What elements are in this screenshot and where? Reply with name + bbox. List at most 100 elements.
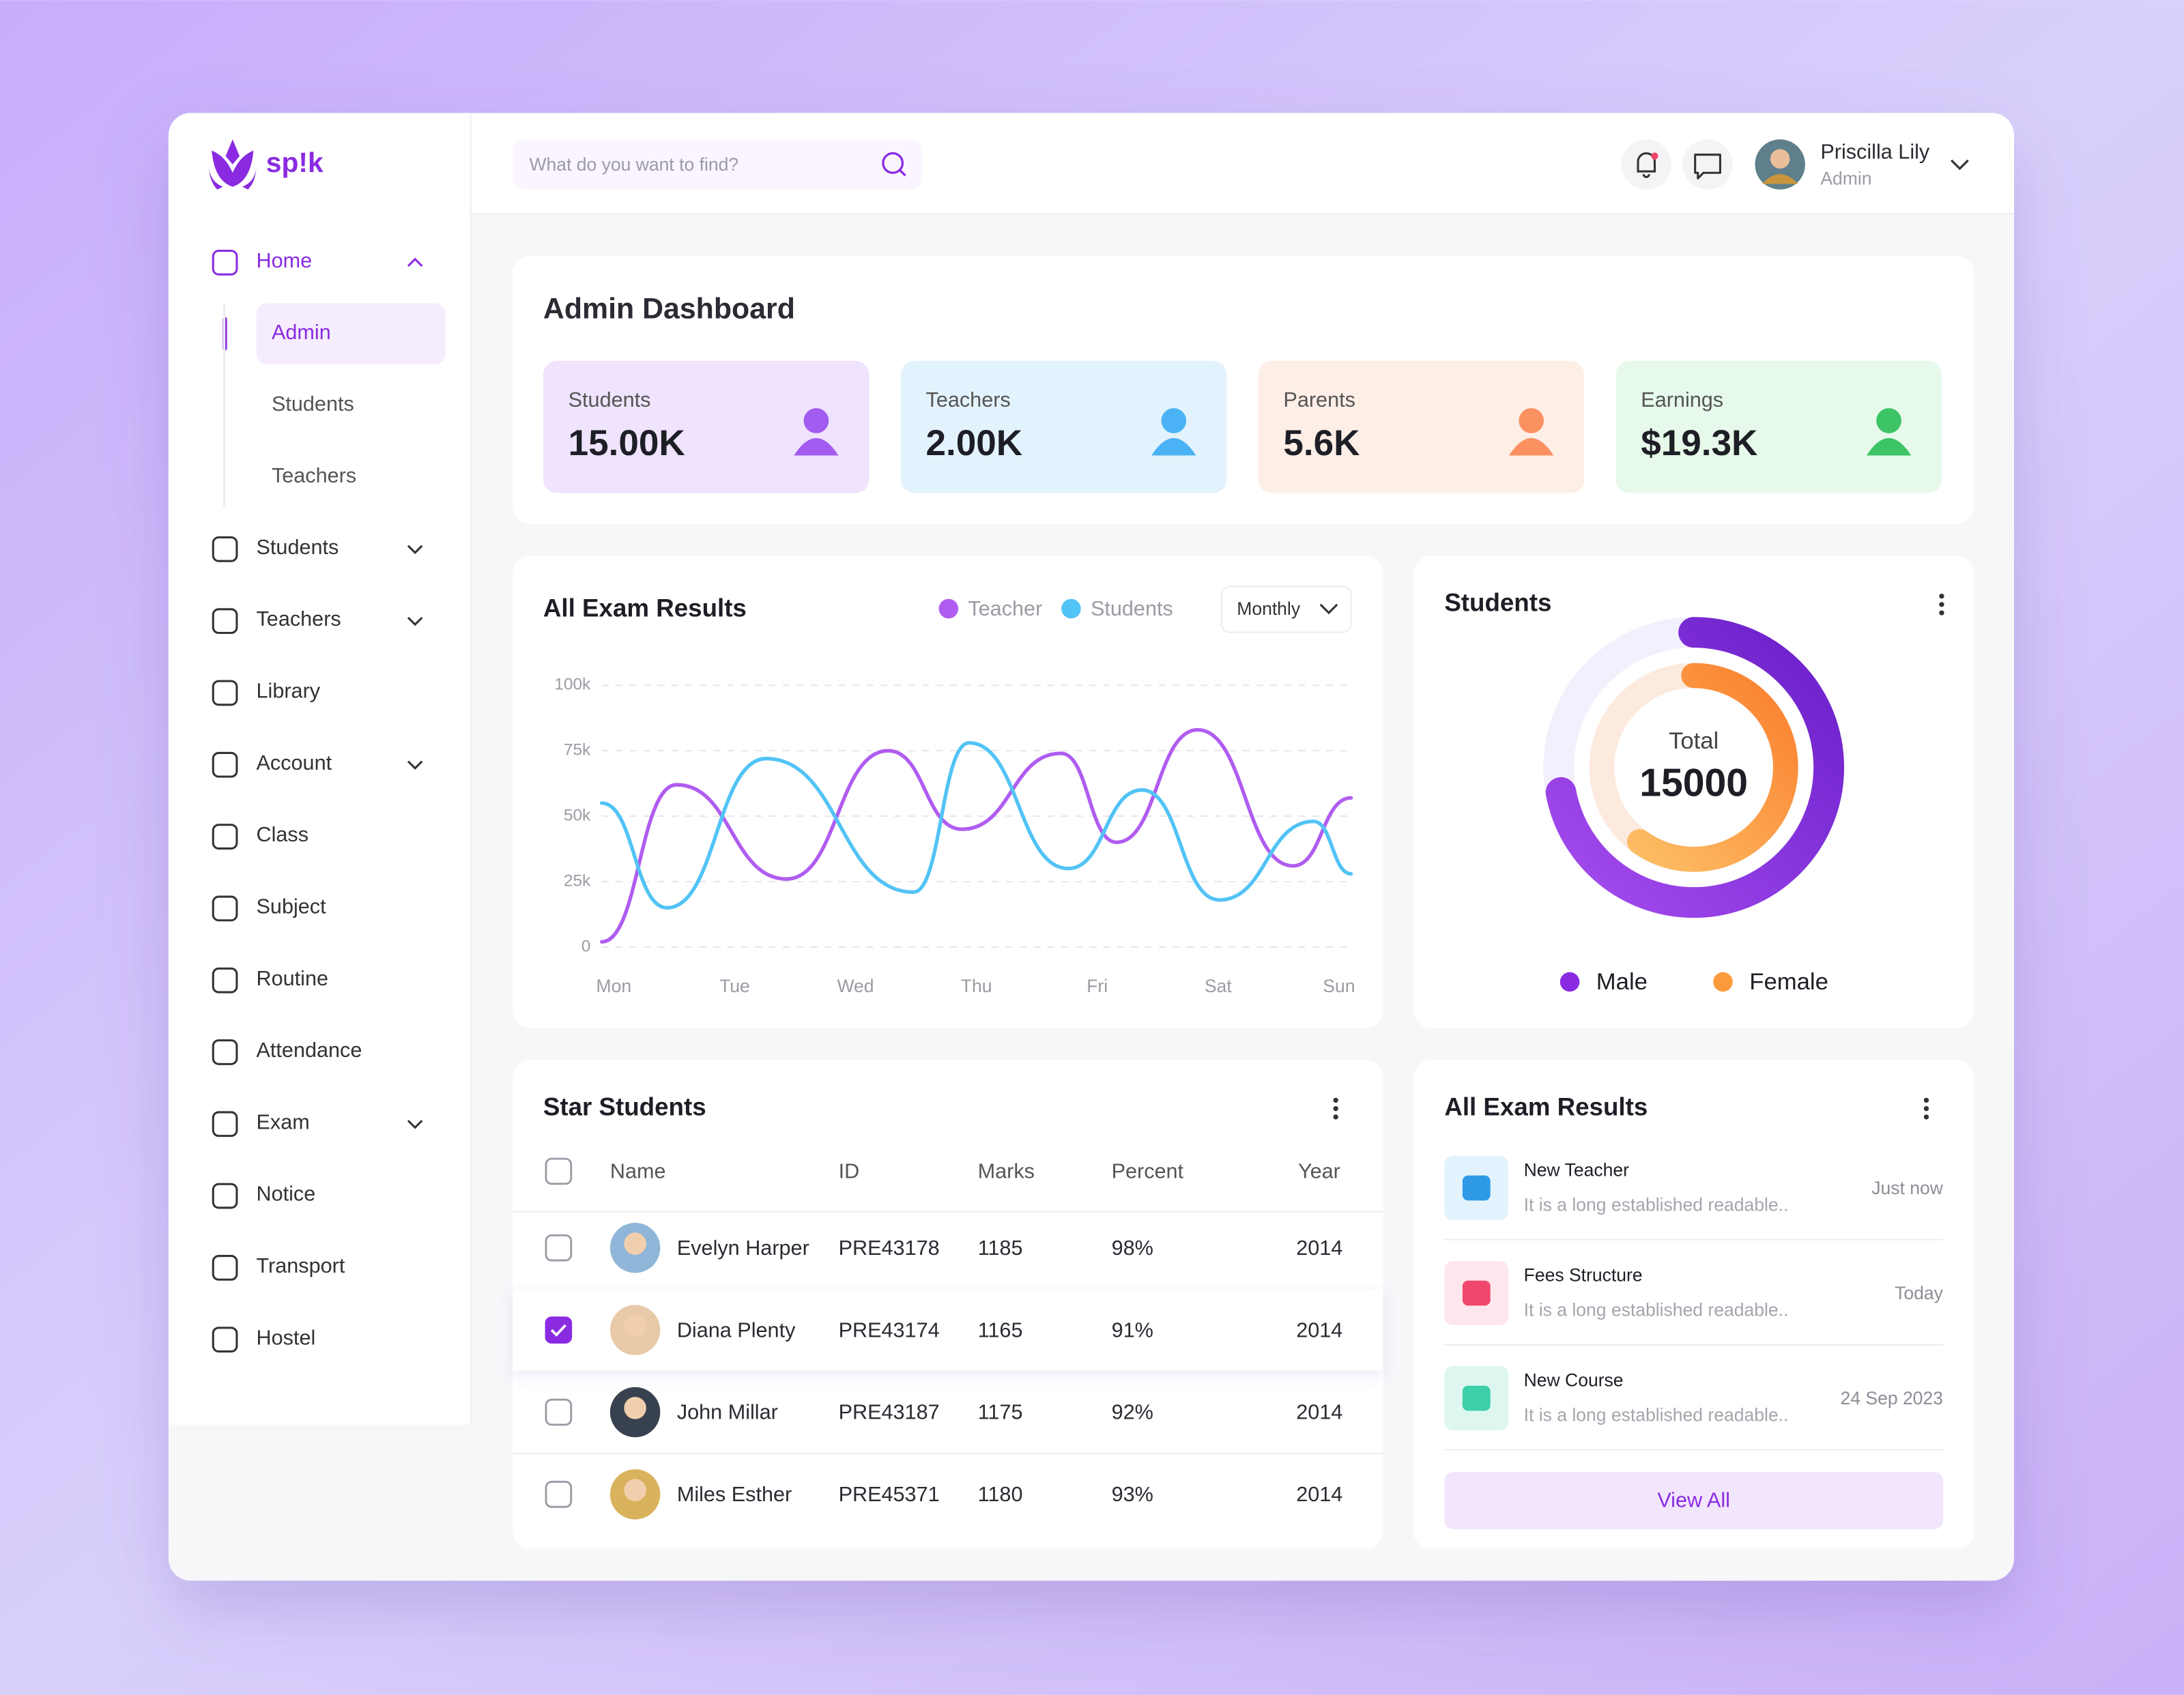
search-icon[interactable] (882, 152, 904, 174)
message-button[interactable] (1682, 139, 1733, 190)
nav-item[interactable]: Attendance (257, 1039, 362, 1062)
nav-chevron[interactable] (407, 257, 423, 267)
kebab-menu[interactable] (1923, 1097, 1929, 1120)
checkbox[interactable] (545, 1398, 573, 1426)
nav-chevron[interactable] (407, 545, 423, 555)
x-tick-label: Mon (597, 976, 632, 996)
period-dropdown[interactable] (1220, 585, 1352, 633)
student-percent: 91% (1112, 1318, 1153, 1342)
nav-chevron[interactable] (407, 1120, 423, 1129)
notification-icon (1462, 1175, 1491, 1201)
legend-swatch (1061, 598, 1081, 619)
y-tick-label: 25k (564, 871, 591, 890)
view-all-label[interactable]: View All (1657, 1488, 1730, 1511)
sidebar (168, 113, 471, 1425)
view-all-button[interactable] (1444, 1472, 1943, 1529)
stat-card (900, 360, 1227, 493)
student-avatar (624, 1314, 646, 1337)
stat-icon (1151, 438, 1196, 456)
nav-item[interactable]: Transport (257, 1254, 345, 1277)
student-id: PRE43178 (839, 1236, 940, 1260)
search-box[interactable] (513, 139, 923, 190)
user-menu-chevron[interactable] (1951, 159, 1969, 171)
notification-text: It is a long established readable.. (1524, 1405, 1789, 1425)
nav-icon (212, 608, 238, 635)
student-percent: 92% (1112, 1401, 1153, 1424)
x-tick-label: Wed (837, 976, 874, 996)
stat-icon (1509, 438, 1554, 456)
center-label: Total (1669, 728, 1719, 754)
nav-icon (212, 967, 238, 994)
notification-button[interactable] (1621, 139, 1671, 190)
y-tick-label: 75k (564, 741, 591, 759)
nav-subitem[interactable]: Students (272, 392, 354, 416)
donut-center (1615, 689, 1772, 845)
nav-item[interactable]: Students (257, 536, 339, 559)
stat-icon (1161, 408, 1187, 433)
nav-icon (212, 680, 238, 706)
chat-icon (1694, 154, 1721, 179)
student-name: Evelyn Harper (677, 1236, 809, 1260)
student-year: 2014 (1296, 1318, 1342, 1342)
notification-title: Fees Structure (1524, 1265, 1643, 1286)
nav-item[interactable]: Hostel (257, 1326, 316, 1349)
search-placeholder[interactable]: What do you want to find? (530, 154, 739, 175)
stat-label: Students (569, 388, 651, 411)
nav-item[interactable]: Home (257, 249, 313, 272)
checkbox[interactable] (545, 1157, 573, 1185)
student-marks: 1175 (978, 1401, 1023, 1424)
legend-swatch (938, 598, 959, 619)
nav-item[interactable]: Account (257, 751, 332, 774)
stat-label: Earnings (1641, 388, 1723, 411)
nav-item[interactable]: Class (257, 823, 309, 846)
legend-label: Male (1596, 969, 1648, 995)
y-tick-label: 0 (581, 937, 591, 955)
nav-subitem[interactable]: Teachers (272, 464, 356, 487)
kebab-menu[interactable] (1939, 593, 1944, 615)
user-role: Admin (1820, 168, 1871, 188)
x-tick-label: Tue (719, 976, 750, 996)
column-header: Name (610, 1160, 666, 1183)
column-header: Marks (978, 1160, 1035, 1183)
stat-value: 5.6K (1283, 423, 1360, 463)
student-marks: 1165 (978, 1318, 1023, 1342)
nav-item[interactable]: Exam (257, 1110, 310, 1133)
summary-card (513, 256, 1974, 524)
notification-text: It is a long established readable.. (1524, 1195, 1789, 1215)
nav-item[interactable]: Routine (257, 967, 329, 990)
user-name: Priscilla Lily (1820, 141, 1930, 164)
nav-item[interactable]: Library (257, 680, 321, 703)
nav-icon (212, 1255, 238, 1281)
stat-icon (1519, 408, 1544, 433)
nav-subitem[interactable]: Admin (272, 321, 331, 344)
kebab-menu[interactable] (1333, 1097, 1338, 1120)
nav-icon (212, 895, 238, 922)
checkbox[interactable] (545, 1316, 573, 1344)
student-year: 2014 (1296, 1483, 1342, 1506)
legend-label: Students (1091, 597, 1173, 620)
stat-card (543, 360, 870, 493)
nav-item[interactable]: Subject (257, 895, 327, 918)
stat-label: Parents (1283, 388, 1355, 411)
stat-card (1258, 360, 1585, 493)
checkmark (550, 1324, 566, 1337)
checkbox[interactable] (545, 1481, 573, 1508)
line-series (599, 727, 1353, 944)
student-percent: 98% (1112, 1236, 1153, 1260)
stat-icon (1876, 408, 1901, 433)
ring-segment (1543, 617, 1845, 918)
nav-item[interactable]: Notice (257, 1183, 316, 1206)
nav-icon (212, 536, 238, 562)
stat-value: 2.00K (926, 423, 1023, 463)
student-avatar (624, 1397, 646, 1419)
nav-chevron[interactable] (407, 616, 423, 626)
checkbox[interactable] (545, 1234, 573, 1262)
nav-chevron[interactable] (407, 760, 423, 770)
x-tick-label: Thu (961, 976, 992, 996)
nav-active-bg (256, 303, 446, 365)
list-title: All Exam Results (1444, 1092, 1648, 1120)
bell-icon (1637, 152, 1656, 178)
period-label[interactable]: Monthly (1237, 598, 1301, 619)
nav-item[interactable]: Teachers (257, 607, 341, 631)
logo (209, 139, 257, 190)
